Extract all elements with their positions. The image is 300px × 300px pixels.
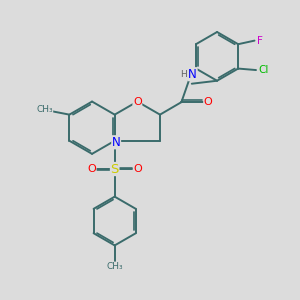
Text: S: S xyxy=(110,163,119,176)
Text: H: H xyxy=(180,70,187,79)
Text: Cl: Cl xyxy=(258,65,268,75)
Text: F: F xyxy=(257,36,263,46)
Text: O: O xyxy=(204,97,212,107)
Text: CH₃: CH₃ xyxy=(36,105,53,114)
Text: O: O xyxy=(133,97,142,106)
Text: CH₃: CH₃ xyxy=(106,262,123,271)
Text: N: N xyxy=(188,68,197,81)
Text: N: N xyxy=(112,136,121,149)
Text: O: O xyxy=(134,164,142,174)
Text: O: O xyxy=(87,164,96,174)
